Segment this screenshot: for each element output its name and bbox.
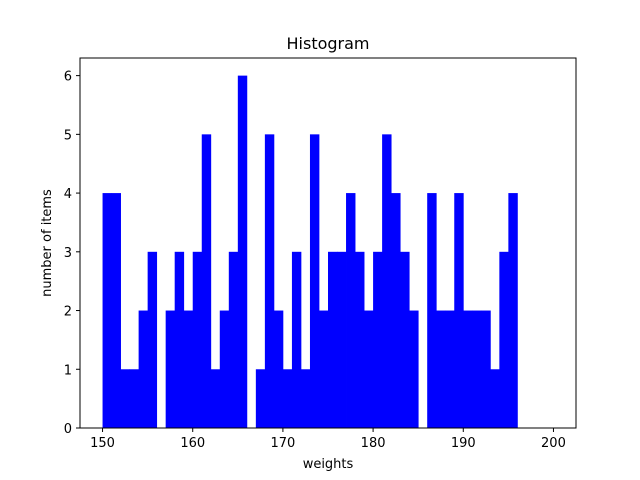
histogram-bar <box>174 251 185 428</box>
histogram-bar <box>147 251 158 428</box>
y-tick-label: 5 <box>64 128 72 143</box>
x-tick-label: 180 <box>361 436 386 451</box>
histogram-bar <box>481 310 491 428</box>
histogram-bar <box>472 310 482 428</box>
histogram-bar <box>409 310 419 428</box>
x-tick-label: 190 <box>451 436 476 451</box>
histogram-bar <box>490 369 500 428</box>
y-tick-label: 3 <box>64 246 72 261</box>
histogram-bar <box>237 75 248 429</box>
x-tick-label: 160 <box>180 436 205 451</box>
histogram-bar <box>201 134 212 428</box>
histogram-bar <box>382 134 392 428</box>
histogram-bar <box>346 193 356 428</box>
histogram-bar <box>364 310 374 428</box>
x-tick-label: 170 <box>270 436 295 451</box>
plot-frame <box>79 57 577 429</box>
histogram-bar <box>282 369 293 428</box>
histogram-bar <box>255 369 266 428</box>
chart-title: Histogram <box>287 34 370 53</box>
histogram-bar <box>165 310 176 428</box>
histogram-bar <box>373 251 383 428</box>
x-tick-label: 200 <box>541 436 566 451</box>
y-tick-label: 2 <box>64 305 72 320</box>
histogram-bar <box>129 369 140 428</box>
y-axis-label: number of items <box>40 189 55 297</box>
histogram-bar <box>111 193 121 428</box>
x-axis-ticks: 150 160 170 180 190 200 <box>90 428 566 451</box>
y-tick-label: 4 <box>64 187 72 202</box>
histogram-bar <box>400 251 410 428</box>
histogram-bar <box>300 369 311 428</box>
histogram-bar <box>499 251 509 428</box>
y-tick-label: 1 <box>64 363 72 378</box>
x-tick-label: 150 <box>90 436 115 451</box>
y-tick-label: 0 <box>64 422 72 437</box>
histogram-bar <box>436 310 446 428</box>
histogram-bar <box>273 310 284 428</box>
histogram-bar <box>291 251 302 428</box>
histogram-bar <box>228 251 239 428</box>
histogram-bar <box>264 134 275 428</box>
y-tick-label: 6 <box>64 70 72 85</box>
x-axis-label: weights <box>303 457 354 472</box>
histogram-bar <box>454 193 464 428</box>
histogram-bar <box>318 310 329 428</box>
histogram-bar <box>309 134 320 428</box>
histogram-bar <box>445 310 455 428</box>
histogram-bar <box>138 310 149 428</box>
histogram-bar <box>192 251 203 428</box>
histogram-bar <box>219 310 230 428</box>
histogram-bar <box>355 251 365 428</box>
histogram-bar <box>183 310 194 428</box>
y-axis-ticks: 0 1 2 3 4 5 6 <box>64 70 80 437</box>
histogram-bar <box>337 251 347 428</box>
histogram-bar <box>102 193 112 428</box>
histogram-bar <box>210 369 221 428</box>
histogram-bar <box>391 193 401 428</box>
histogram-bar <box>328 251 338 428</box>
bars-group <box>102 75 518 429</box>
histogram-bar <box>427 193 437 428</box>
histogram-bar <box>508 193 518 428</box>
histogram-bar <box>120 369 130 428</box>
histogram-bar <box>463 310 473 428</box>
